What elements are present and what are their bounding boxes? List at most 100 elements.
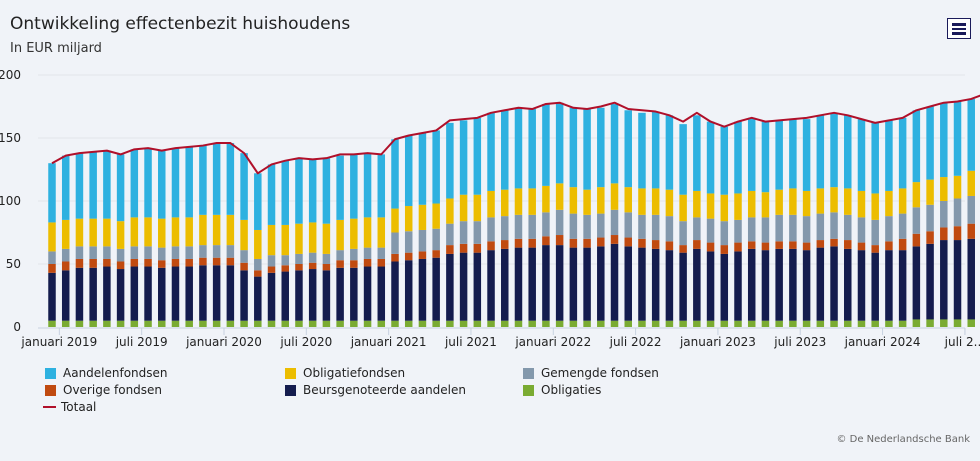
bar-segment-beursgenoteerde-aandelen[interactable] [912,246,921,320]
bar-segment-obligaties[interactable] [199,320,207,327]
bar-segment-overige-fondsen[interactable] [747,241,756,249]
bar-segment-obligaties[interactable] [542,320,550,327]
bar-segment-overige-fondsen[interactable] [404,252,413,261]
bar-segment-obligaties[interactable] [583,320,591,327]
bar-segment-obligatiefondsen[interactable] [295,223,303,254]
bar-segment-obligatiefondsen[interactable] [528,188,536,215]
bar-segment-obligatiefondsen[interactable] [926,179,934,205]
bar-segment-beursgenoteerde-aandelen[interactable] [953,240,962,320]
bar-segment-obligatiefondsen[interactable] [569,187,578,214]
bar-segment-obligaties[interactable] [830,320,838,327]
bar-segment-overige-fondsen[interactable] [446,245,454,254]
bar-segment-gemengde-fondsen[interactable] [459,221,468,244]
legend-item-obligaties[interactable]: Obligaties [523,383,601,397]
bar-segment-gemengde-fondsen[interactable] [363,247,372,259]
bar-segment-beursgenoteerde-aandelen[interactable] [940,240,948,320]
bar-segment-overige-fondsen[interactable] [610,235,619,244]
bar-segment-beursgenoteerde-aandelen[interactable] [432,257,440,321]
bar-segment-gemengde-fondsen[interactable] [542,212,550,237]
bar-stack[interactable] [240,153,248,327]
bar-segment-overige-fondsen[interactable] [555,235,564,246]
bar-segment-beursgenoteerde-aandelen[interactable] [473,252,482,321]
bar-segment-obligaties[interactable] [240,320,248,327]
bar-segment-overige-fondsen[interactable] [377,258,386,267]
bar-segment-overige-fondsen[interactable] [322,264,331,271]
bar-stack[interactable] [638,112,646,327]
bar-segment-overige-fondsen[interactable] [583,238,591,248]
bar-segment-obligatiefondsen[interactable] [912,182,921,208]
bar-segment-obligaties[interactable] [926,319,934,327]
bar-segment-obligatiefondsen[interactable] [281,224,289,256]
bar-segment-obligatiefondsen[interactable] [651,188,660,215]
bar-segment-overige-fondsen[interactable] [789,241,797,249]
bar-segment-gemengde-fondsen[interactable] [254,258,262,271]
bar-stack[interactable] [816,115,825,327]
bar-segment-obligaties[interactable] [459,320,468,327]
bar-segment-overige-fondsen[interactable] [720,245,729,254]
bar-segment-obligatiefondsen[interactable] [446,198,454,224]
bar-segment-aandelenfondsen[interactable] [953,101,962,176]
legend-item-totaal[interactable]: Totaal [43,400,96,414]
bar-segment-gemengde-fondsen[interactable] [967,195,975,224]
bar-segment-aandelenfondsen[interactable] [789,119,797,189]
bar-segment-beursgenoteerde-aandelen[interactable] [48,272,56,321]
bar-segment-overige-fondsen[interactable] [830,238,838,247]
bar-segment-aandelenfondsen[interactable] [240,153,248,220]
bar-segment-aandelenfondsen[interactable] [926,106,934,180]
bar-segment-beursgenoteerde-aandelen[interactable] [802,250,811,321]
bar-stack[interactable] [199,145,207,327]
bar-segment-overige-fondsen[interactable] [569,238,578,248]
bar-segment-obligatiefondsen[interactable] [501,189,509,217]
bar-segment-beursgenoteerde-aandelen[interactable] [665,250,674,321]
bar-segment-obligatiefondsen[interactable] [308,222,317,253]
bar-segment-obligaties[interactable] [528,320,536,327]
bar-segment-obligatiefondsen[interactable] [212,214,221,246]
bar-segment-aandelenfondsen[interactable] [720,126,729,195]
bar-segment-overige-fondsen[interactable] [391,253,399,262]
bar-segment-obligatiefondsen[interactable] [254,229,262,259]
bar-segment-obligaties[interactable] [281,320,289,327]
bar-segment-obligaties[interactable] [775,320,783,327]
bar-segment-obligatiefondsen[interactable] [363,217,372,248]
bar-segment-obligaties[interactable] [212,320,221,327]
bar-segment-aandelenfondsen[interactable] [802,119,811,191]
bar-segment-beursgenoteerde-aandelen[interactable] [597,246,605,321]
bar-segment-obligaties[interactable] [418,320,427,327]
bar-stack[interactable] [953,101,962,327]
bar-segment-aandelenfondsen[interactable] [226,143,235,215]
bar-segment-beursgenoteerde-aandelen[interactable] [226,265,235,321]
bar-segment-obligaties[interactable] [185,320,193,327]
bar-segment-obligatiefondsen[interactable] [638,188,646,215]
bar-segment-aandelenfondsen[interactable] [75,153,84,219]
bar-segment-gemengde-fondsen[interactable] [830,212,838,239]
bar-segment-overige-fondsen[interactable] [967,223,975,239]
bar-segment-beursgenoteerde-aandelen[interactable] [350,267,358,321]
bar-segment-beursgenoteerde-aandelen[interactable] [624,246,632,321]
bar-segment-overige-fondsen[interactable] [816,240,825,248]
bar-segment-beursgenoteerde-aandelen[interactable] [816,247,825,321]
bar-segment-aandelenfondsen[interactable] [501,110,509,190]
bar-segment-gemengde-fondsen[interactable] [802,216,811,243]
bar-segment-beursgenoteerde-aandelen[interactable] [720,253,729,321]
bar-segment-aandelenfondsen[interactable] [116,154,125,222]
bar-segment-overige-fondsen[interactable] [624,237,632,247]
bar-segment-obligaties[interactable] [734,320,742,327]
bar-segment-gemengde-fondsen[interactable] [844,214,852,241]
bar-stack[interactable] [391,139,399,327]
bar-segment-overige-fondsen[interactable] [267,266,276,273]
bar-segment-aandelenfondsen[interactable] [638,112,646,189]
bar-segment-obligatiefondsen[interactable] [473,194,482,222]
bar-segment-beursgenoteerde-aandelen[interactable] [185,266,193,321]
bar-segment-overige-fondsen[interactable] [350,260,358,268]
bar-segment-obligatiefondsen[interactable] [432,203,440,229]
bar-segment-obligatiefondsen[interactable] [158,218,166,248]
bar-segment-gemengde-fondsen[interactable] [789,214,797,242]
bar-segment-obligatiefondsen[interactable] [665,189,674,217]
bar-segment-overige-fondsen[interactable] [501,240,509,249]
bar-segment-aandelenfondsen[interactable] [487,112,495,191]
bar-segment-gemengde-fondsen[interactable] [130,246,139,259]
bar-segment-overige-fondsen[interactable] [144,258,152,267]
bar-segment-gemengde-fondsen[interactable] [322,253,331,264]
bar-segment-beursgenoteerde-aandelen[interactable] [61,270,70,321]
bar-stack[interactable] [350,154,358,327]
